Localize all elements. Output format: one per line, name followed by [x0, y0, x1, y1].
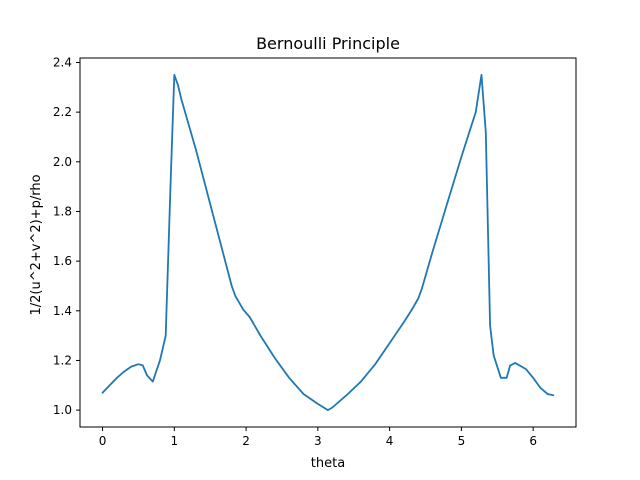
y-tick-label: 1.8: [53, 204, 72, 218]
y-axis-label: 1/2(u^2+v^2)+p/rho: [29, 174, 44, 315]
y-tick-label: 1.2: [53, 353, 72, 367]
x-tick-label: 0: [99, 434, 107, 448]
y-tick-label: 1.6: [53, 254, 72, 268]
y-tick-label: 2.2: [53, 105, 72, 119]
plot-area: 0 1 2 3 4 5 6 1.0 1.2 1.4 1.6 1.8 2.0 2.2 2.4: [53, 55, 577, 448]
y-tick-label: 1.0: [53, 403, 72, 417]
series-line-0: [101, 73, 555, 412]
x-tick-label: 3: [314, 434, 322, 448]
y-tick-label: 2.0: [53, 155, 72, 169]
axes-frame: [79, 57, 577, 428]
x-tick-label: 5: [458, 434, 466, 448]
y-tick-label: 1.4: [53, 304, 72, 318]
x-axis-label: theta: [311, 456, 345, 471]
x-tick-label: 4: [386, 434, 394, 448]
y-tick-label: 2.4: [53, 55, 72, 69]
x-tick-label: 2: [242, 434, 250, 448]
chart-title: Bernoulli Principle: [256, 34, 400, 53]
x-tick-label: 1: [170, 434, 178, 448]
x-tick-label: 6: [529, 434, 537, 448]
